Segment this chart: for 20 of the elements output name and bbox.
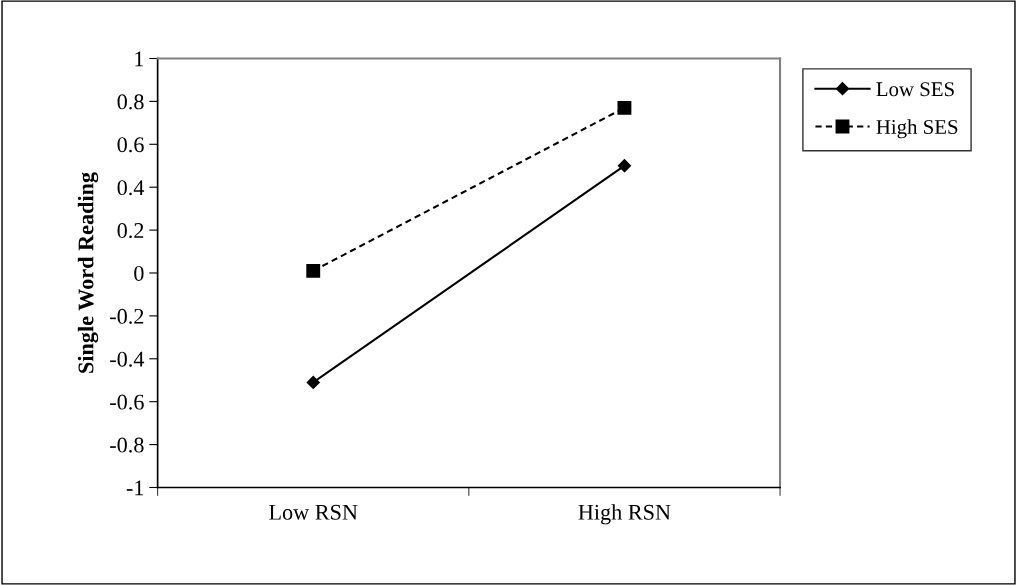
y-tick-label: 0.4	[117, 180, 145, 196]
y-tick-label: 0.6	[117, 137, 144, 153]
point	[617, 100, 632, 115]
point	[306, 375, 320, 389]
x-tick-label: Low RSN	[269, 504, 358, 520]
y-tick-label: -1	[126, 480, 144, 496]
y-axis-title: Single Word Reading	[77, 172, 99, 373]
point	[617, 159, 632, 173]
y-tick-label: -0.4	[110, 351, 145, 367]
y-tick-label: -0.2	[110, 308, 144, 324]
point	[306, 263, 321, 278]
x-tick-label: High RSN	[578, 504, 671, 525]
y-tick-label: 1	[135, 51, 144, 67]
y-tick-label: -0.8	[110, 437, 144, 453]
y-tick-label: 0.2	[117, 223, 144, 239]
y-tick-label: 0.8	[117, 94, 144, 110]
y-tick-label: 0	[134, 265, 144, 281]
y-tick-label: -0.6	[110, 394, 144, 410]
legend-label: High SES	[876, 119, 958, 139]
legend-label: Low SES	[876, 82, 954, 97]
